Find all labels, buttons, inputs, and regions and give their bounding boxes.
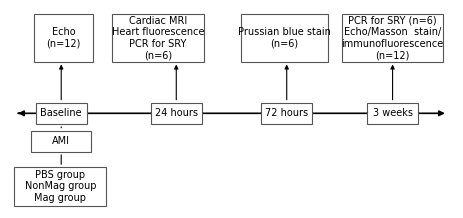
- FancyBboxPatch shape: [367, 102, 418, 124]
- Text: PBS group
NonMag group
Mag group: PBS group NonMag group Mag group: [25, 170, 96, 203]
- FancyBboxPatch shape: [31, 131, 91, 152]
- FancyBboxPatch shape: [262, 102, 312, 124]
- Text: 3 weeks: 3 weeks: [373, 108, 413, 118]
- FancyBboxPatch shape: [36, 102, 87, 124]
- Text: 72 hours: 72 hours: [265, 108, 308, 118]
- FancyBboxPatch shape: [342, 14, 443, 62]
- Text: Baseline: Baseline: [40, 108, 82, 118]
- FancyBboxPatch shape: [241, 14, 328, 62]
- FancyBboxPatch shape: [112, 14, 204, 62]
- FancyBboxPatch shape: [14, 167, 106, 206]
- Text: PCR for SRY (n=6)
Echo/Masson  stain/
immunofluorescence
(n=12): PCR for SRY (n=6) Echo/Masson stain/ imm…: [341, 15, 444, 60]
- Text: Prussian blue stain
(n=6): Prussian blue stain (n=6): [238, 27, 331, 49]
- Text: Cardiac MRI
Heart fluorescence
PCR for SRY
(n=6): Cardiac MRI Heart fluorescence PCR for S…: [112, 15, 204, 60]
- Text: Echo
(n=12): Echo (n=12): [46, 27, 81, 49]
- Text: 24 hours: 24 hours: [155, 108, 198, 118]
- FancyBboxPatch shape: [151, 102, 201, 124]
- FancyBboxPatch shape: [34, 14, 94, 62]
- Text: AMI: AMI: [52, 136, 70, 146]
